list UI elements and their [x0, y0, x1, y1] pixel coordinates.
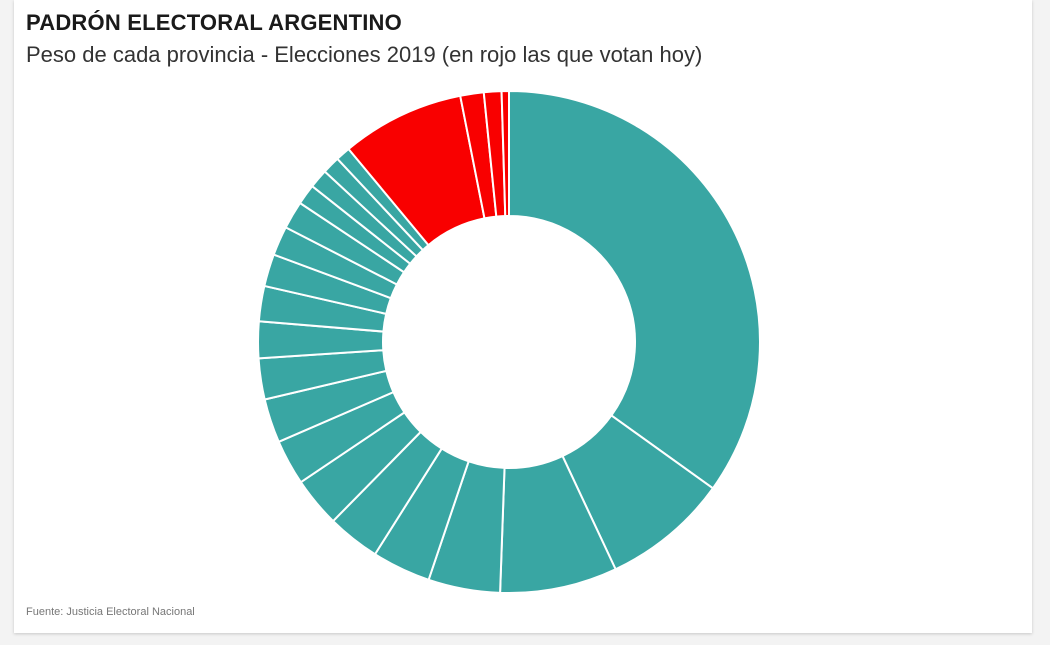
chart-source: Fuente: Justicia Electoral Nacional — [26, 606, 195, 618]
donut-slices — [257, 90, 761, 594]
chart-title: PADRÓN ELECTORAL ARGENTINO — [26, 10, 402, 35]
donut-slice-highlight-23[interactable] — [500, 90, 510, 218]
donut-slice-1[interactable] — [508, 90, 761, 490]
chart-subtitle: Peso de cada provincia - Elecciones 2019… — [26, 42, 703, 67]
